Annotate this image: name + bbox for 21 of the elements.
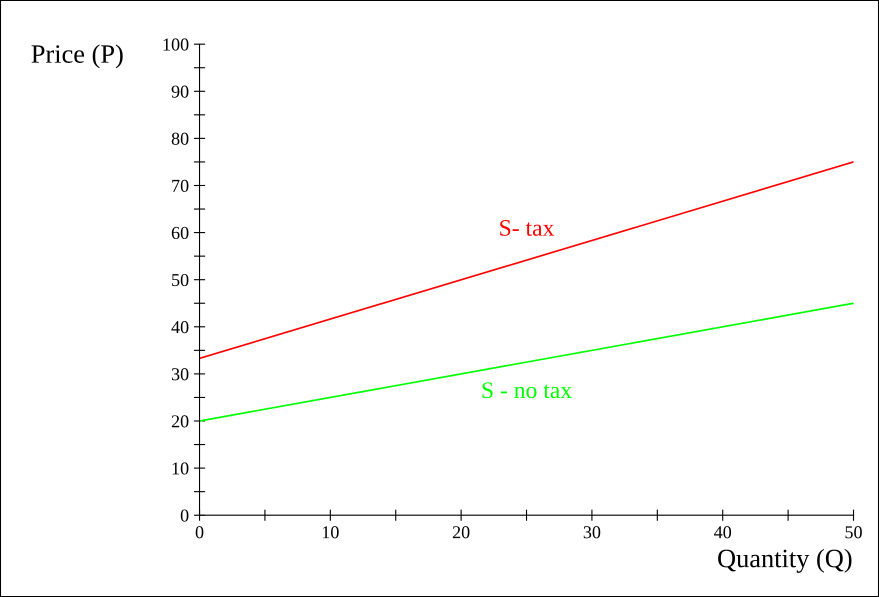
y-tick-label: 40 [171,321,188,334]
y-tick-label: 20 [172,415,188,428]
series-label: S- tax [500,220,554,236]
y-tick-label: 50 [172,274,188,286]
x-axis-title: Quantity (Q) [718,548,852,573]
y-tick-label: 70 [172,180,188,192]
x-tick-label: 50 [846,526,862,538]
x-tick-label: 40 [714,526,732,538]
y-tick-label: 30 [172,368,188,380]
y-tick-label: 0 [180,509,188,522]
x-tick-label: 30 [584,526,600,538]
y-axis-title: Price (P) [32,44,123,68]
x-tick-label: 10 [322,526,339,538]
y-tick-label: 100 [164,38,188,51]
y-tick-label: 10 [172,462,188,475]
x-tick-label: 20 [452,526,470,538]
y-tick-label: 80 [172,132,188,145]
series-label: S - no tax [482,382,572,398]
y-tick-label: 90 [172,86,188,98]
y-tick-label: 60 [172,226,188,240]
x-tick-label: 0 [196,526,204,538]
